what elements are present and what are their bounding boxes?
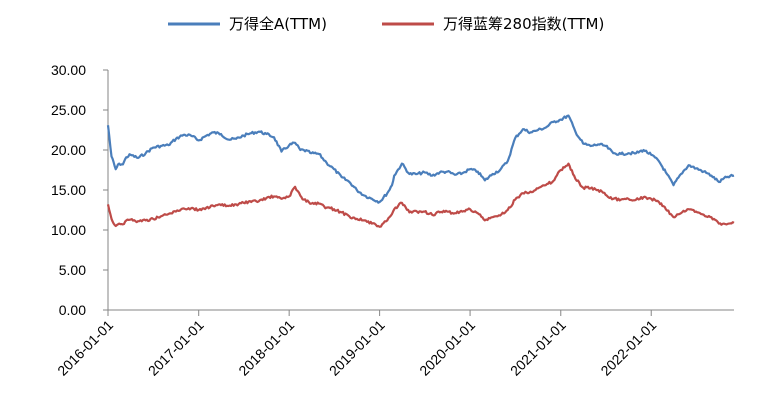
y-tick-label: 10.00: [51, 222, 86, 238]
y-axis: 0.00 5.00 10.00 15.00 20.00 25.00 30.00: [51, 62, 109, 318]
y-tick-label: 30.00: [51, 62, 86, 78]
y-tick-label: 25.00: [51, 102, 86, 118]
legend-label-1: 万得全A(TTM): [229, 15, 327, 33]
chart-legend: 万得全A(TTM) 万得蓝筹280指数(TTM): [168, 15, 604, 33]
y-tick-label: 0.00: [59, 302, 86, 318]
x-tick-label: 2017-01-01: [145, 317, 207, 379]
x-tick-label: 2020-01-01: [416, 317, 478, 379]
series-line-1: [106, 114, 735, 204]
legend-label-2: 万得蓝筹280指数(TTM): [443, 15, 604, 33]
y-tick-label: 20.00: [51, 142, 86, 158]
series-line-2: [106, 162, 735, 228]
y-tick-label: 5.00: [59, 262, 86, 278]
y-tick-label: 15.00: [51, 182, 86, 198]
x-tick-label: 2016-01-01: [54, 317, 116, 379]
x-tick-label: 2021-01-01: [507, 317, 569, 379]
x-tick-label: 2019-01-01: [326, 317, 388, 379]
x-axis: 2016-01-01 2017-01-01 2018-01-01 2019-01-01…: [54, 309, 734, 379]
x-tick-label: 2018-01-01: [235, 317, 297, 379]
plot-area: [106, 114, 735, 228]
x-tick-label: 2022-01-01: [597, 317, 659, 379]
